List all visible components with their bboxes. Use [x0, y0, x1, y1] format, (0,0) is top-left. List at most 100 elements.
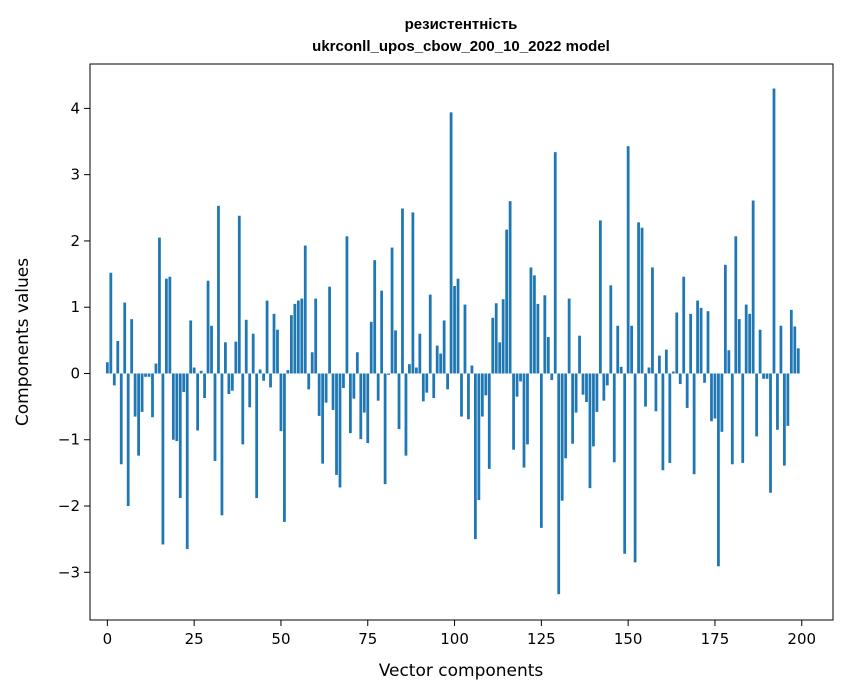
bar	[105, 362, 109, 374]
bar	[776, 373, 779, 430]
bar	[366, 373, 370, 444]
bar	[522, 373, 526, 468]
bar	[658, 355, 661, 374]
bar	[470, 365, 474, 374]
bar	[175, 373, 179, 442]
bar	[359, 373, 363, 440]
bar	[751, 200, 755, 374]
x-tick-label: 0	[103, 630, 113, 648]
bar	[710, 373, 713, 422]
bar	[397, 373, 401, 430]
bar	[588, 373, 592, 489]
bar	[241, 373, 245, 445]
bar	[317, 373, 321, 416]
bar	[217, 205, 220, 374]
bar	[699, 307, 703, 374]
plot-frame	[89, 63, 834, 621]
bar	[484, 373, 488, 396]
bar	[237, 215, 241, 374]
bar	[703, 373, 706, 383]
bar	[769, 373, 772, 493]
bar	[595, 373, 599, 412]
bar	[515, 373, 519, 397]
bar	[602, 373, 606, 401]
bar	[494, 303, 498, 374]
bar	[147, 373, 151, 377]
bar	[112, 373, 116, 386]
bar	[644, 373, 647, 407]
bar	[376, 373, 380, 401]
bar	[414, 367, 418, 374]
bar	[342, 373, 345, 389]
bar	[303, 245, 307, 374]
bar	[251, 333, 255, 374]
bar	[689, 313, 693, 374]
x-tick-label: 200	[787, 630, 816, 648]
bar	[612, 373, 616, 463]
y-tick-label: −1	[58, 431, 80, 449]
bar	[394, 330, 397, 374]
bar	[647, 367, 651, 374]
bar	[164, 278, 168, 374]
x-tick-label: 125	[527, 630, 556, 648]
bar	[140, 373, 144, 412]
bar	[435, 345, 439, 374]
bar	[727, 350, 731, 374]
bar	[213, 373, 217, 461]
y-tick-label: −2	[58, 497, 80, 515]
x-tick-label: 175	[701, 630, 730, 648]
bar	[387, 373, 390, 375]
bar	[578, 335, 581, 374]
bar	[234, 341, 238, 374]
bar	[543, 295, 547, 374]
bar	[668, 373, 672, 463]
bar	[467, 373, 470, 420]
x-tick-label: 50	[271, 630, 290, 648]
bar	[154, 363, 158, 374]
bar	[224, 342, 227, 374]
bar	[512, 373, 515, 450]
bar	[574, 373, 578, 413]
bar	[439, 353, 443, 374]
bar	[178, 373, 182, 499]
bar	[762, 373, 765, 379]
bar	[144, 373, 147, 377]
bar	[328, 286, 331, 374]
bar	[758, 329, 762, 374]
bar	[335, 373, 338, 475]
bar	[352, 373, 356, 399]
bar	[116, 341, 120, 374]
bar	[119, 373, 123, 465]
bar	[286, 370, 290, 374]
bar	[185, 373, 189, 550]
bar	[255, 373, 259, 499]
bar	[539, 373, 543, 528]
bar	[720, 373, 724, 432]
bar	[453, 286, 456, 374]
bar	[765, 373, 769, 379]
bar	[109, 272, 113, 374]
bar	[227, 373, 231, 395]
bar	[498, 342, 502, 374]
bar	[741, 373, 745, 463]
bar	[783, 373, 786, 466]
bar	[383, 373, 387, 485]
bar	[314, 298, 318, 374]
bar	[619, 366, 623, 374]
bar	[581, 373, 585, 395]
bar	[196, 373, 200, 431]
bar	[265, 300, 269, 374]
bar	[279, 373, 283, 432]
bar	[772, 88, 776, 374]
bar	[713, 373, 717, 419]
bar	[248, 373, 252, 408]
bar	[737, 319, 741, 374]
bar	[130, 319, 134, 374]
bar	[637, 222, 640, 374]
y-tick-label: 3	[70, 166, 80, 184]
bar	[230, 373, 234, 391]
bar	[664, 349, 668, 374]
bar	[199, 370, 203, 374]
bar	[678, 373, 682, 385]
